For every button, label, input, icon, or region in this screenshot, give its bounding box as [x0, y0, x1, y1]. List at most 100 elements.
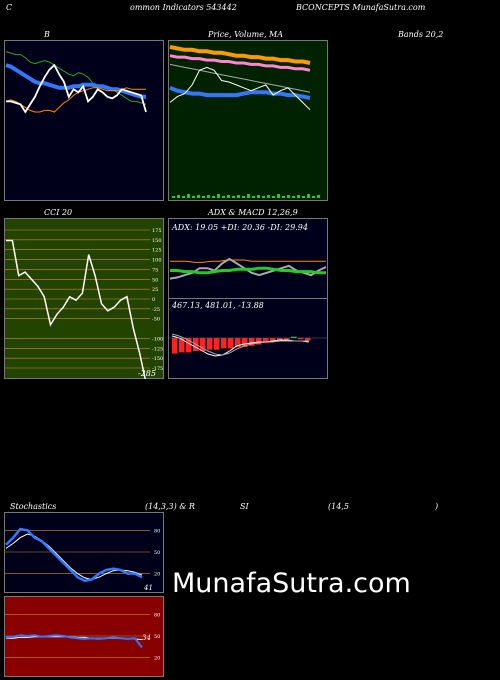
- volume-bar: [262, 196, 265, 198]
- adx-plus-di-line: [170, 266, 326, 275]
- cci-tick-label: -50: [152, 317, 160, 323]
- stoch-title: Stochastics: [10, 502, 57, 511]
- header-left: C: [6, 3, 13, 12]
- rsi-title: SI: [240, 502, 249, 511]
- volume-bar: [267, 195, 270, 198]
- ma-short-line: [169, 85, 311, 100]
- macd-bar: [291, 336, 297, 338]
- volume-bar: [182, 196, 185, 198]
- volume-bar: [277, 194, 280, 198]
- volume-bar: [177, 195, 180, 198]
- volume-bar: [312, 196, 315, 198]
- cci-tick-label: 25: [152, 287, 158, 293]
- rsi-params: (14,5: [328, 502, 349, 511]
- macd-bar: [249, 338, 255, 346]
- volume-bar: [252, 196, 255, 198]
- volume-bar: [247, 194, 250, 198]
- cci-tick-label: 125: [152, 248, 162, 254]
- cci-tick-label: -125: [152, 346, 163, 352]
- volume-bar: [307, 194, 310, 198]
- macd-bar: [228, 338, 234, 349]
- macd-bar: [200, 338, 206, 351]
- macd-histogram: [171, 333, 311, 357]
- macd-bar: [242, 338, 248, 348]
- bb-title: B: [44, 30, 50, 39]
- osc-tick-label: 20: [154, 572, 160, 578]
- ma-mid-line: [169, 54, 311, 72]
- cci-tick-label: 75: [152, 267, 158, 273]
- adx-minus-di-line: [170, 259, 326, 263]
- volume-bar: [227, 195, 230, 198]
- macd-bar: [263, 338, 269, 344]
- stoch-k-line: [5, 527, 143, 583]
- macd-bar: [207, 338, 213, 350]
- cci-line: [6, 239, 146, 379]
- volume-bar: [242, 196, 245, 198]
- volume-bar: [272, 196, 275, 198]
- osc-tick-label: 50: [154, 634, 160, 640]
- osc-tick-label: 20: [154, 656, 160, 662]
- volume-bar: [257, 195, 260, 198]
- cci-tick-label: 50: [152, 277, 158, 283]
- rsi-last-value: 34: [142, 634, 151, 642]
- price-title: Price, Volume, MA: [208, 30, 284, 39]
- osc-tick-label: 80: [154, 612, 160, 618]
- cci-tick-label: 0: [152, 297, 155, 303]
- rsi-grid: 80 50 20: [5, 612, 160, 662]
- macd-line: [171, 335, 309, 357]
- macd-bar: [284, 338, 290, 340]
- volume-bar: [212, 196, 215, 198]
- stochastics-chart: 80 50 20 41: [4, 512, 164, 593]
- macd-bar: [221, 338, 227, 349]
- rsi-close-paren: ): [435, 502, 439, 511]
- macd-bar: [172, 338, 178, 354]
- ma-grey-line: [169, 63, 311, 93]
- volume-bar: [217, 194, 220, 198]
- cci-title: CCI 20: [44, 208, 73, 217]
- price-ma-chart: [168, 40, 328, 201]
- bb-price-line: [6, 63, 147, 114]
- volume-bar: [317, 195, 320, 198]
- macd-bar: [186, 338, 192, 353]
- bands-title: Bands 20,2: [398, 30, 444, 39]
- cci-tick-label: -175: [152, 366, 163, 372]
- macd-signal-line: [171, 333, 309, 356]
- volume-bar: [172, 196, 175, 198]
- macd-bar: [270, 338, 276, 342]
- volume-bar: [222, 196, 225, 198]
- macd-bar: [256, 338, 262, 345]
- macd-bar: [277, 338, 283, 341]
- osc-tick-label: 50: [154, 550, 160, 556]
- adx-chart: ADX: 19.05 +DI: 20.36 -DI: 29.94: [168, 218, 328, 299]
- cci-tick-label: 175: [152, 228, 162, 234]
- stoch-params: (14,3,3) & R: [145, 502, 195, 511]
- header-right: BCONCEPTS MunafaSutra.com: [296, 3, 426, 12]
- cci-tick-label: -25: [152, 307, 160, 313]
- macd-values: 467.13, 481.01, -13.88: [171, 301, 264, 310]
- cci-tick-label: 150: [152, 238, 162, 244]
- bollinger-chart: [4, 40, 164, 201]
- macd-chart: 467.13, 481.01, -13.88: [168, 298, 328, 379]
- watermark: MunafaSutra.com: [172, 568, 411, 599]
- close-price-line: [169, 66, 311, 111]
- volume-bar: [192, 196, 195, 198]
- volume-bar: [297, 195, 300, 198]
- volume-bar: [282, 196, 285, 198]
- cci-grid: 175 150 125 100 75 50 25 0 -25 -50 -100 -125 -150 -17…: [5, 228, 163, 372]
- volume-bar: [207, 195, 210, 198]
- volume-bar: [292, 196, 295, 198]
- macd-bar: [305, 338, 311, 341]
- cci-last-value: -285: [138, 369, 156, 378]
- volume-bars: [172, 194, 320, 198]
- volume-bar: [187, 194, 190, 198]
- adx-values: ADX: 19.05 +DI: 20.36 -DI: 29.94: [171, 223, 308, 232]
- header-middle: ommon Indicators 543442: [130, 3, 237, 12]
- volume-bar: [302, 196, 305, 198]
- adx-macd-title: ADX & MACD 12,26,9: [208, 208, 298, 217]
- volume-bar: [202, 196, 205, 198]
- rsi-line: [5, 634, 143, 649]
- bb-middle-band: [5, 63, 146, 99]
- macd-bar: [214, 338, 220, 350]
- bb-upper-band: [5, 51, 147, 105]
- cci-tick-label: 100: [152, 258, 162, 264]
